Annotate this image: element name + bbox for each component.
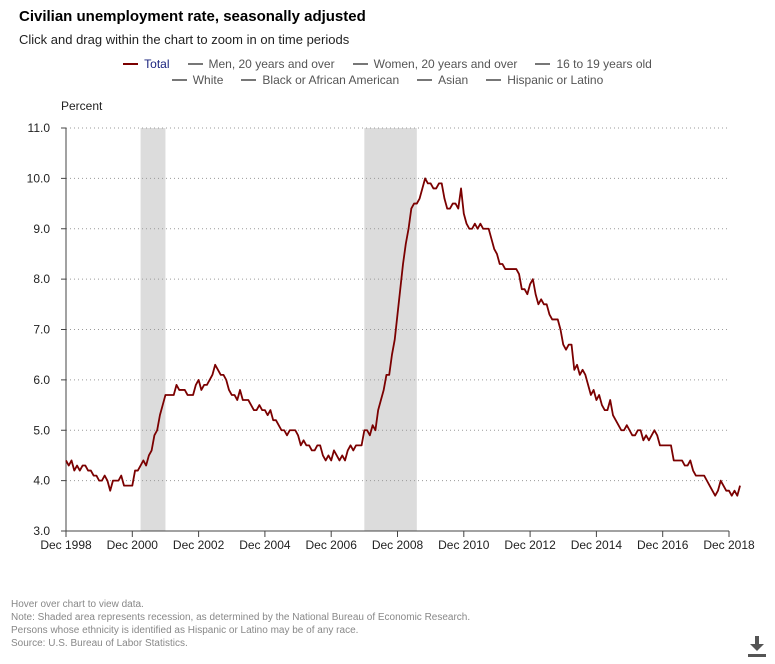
legend-row-2: White Black or African American Asian Hi… [0,72,775,88]
download-button[interactable] [746,634,768,658]
legend-swatch [187,63,203,65]
legend-label: White [192,73,224,87]
note-source: Source: U.S. Bureau of Labor Statistics. [11,638,188,649]
legend-swatch [241,79,257,81]
gridlines [61,127,729,532]
y-tick-label: 6.0 [33,373,50,387]
legend-swatch [123,63,139,65]
note-recession: Note: Shaded area represents recession, … [11,612,471,623]
series-line-total [65,177,741,497]
x-tick-label: Dec 2010 [438,538,490,552]
y-tick-label: 4.0 [33,474,50,488]
legend-item-total[interactable]: Total [123,56,170,72]
download-icon [748,636,766,657]
y-tick-label: 7.0 [33,323,50,337]
legend-item-women[interactable]: Women, 20 years and over [352,56,518,72]
note-hover: Hover over chart to view data. [11,599,144,610]
legend-label: Total [144,57,170,71]
y-tick-label: 9.0 [33,222,50,236]
series-lines [65,177,741,497]
y-tick-label: 5.0 [33,423,50,437]
recession-band [140,128,166,531]
y-tick-labels: 3.0 4.0 5.0 6.0 7.0 8.0 9.0 10.0 11.0 [27,121,51,538]
y-tick-label: 10.0 [27,171,51,185]
y-axis-label: Percent [61,99,103,113]
x-tick-label: Dec 2006 [306,538,358,552]
x-tick-labels: Dec 1998 Dec 2000 Dec 2002 Dec 2004 Dec 2006… [40,531,755,552]
legend-label: 16 to 19 years old [556,57,652,71]
legend: Total Men, 20 years and over Women, 20 y… [0,56,775,88]
legend-label: Hispanic or Latino [507,73,604,87]
y-tick-label: 3.0 [33,524,50,538]
page-title: Civilian unemployment rate, seasonally a… [19,8,366,25]
legend-item-teens[interactable]: 16 to 19 years old [535,56,652,72]
legend-item-white[interactable]: White [171,72,224,88]
x-tick-label: Dec 2014 [571,538,623,552]
legend-label: Black or African American [262,73,400,87]
x-tick-label: Dec 2016 [637,538,689,552]
legend-swatch [171,79,187,81]
chart-notes: Hover over chart to view data. Note: Sha… [11,598,470,650]
y-tick-label: 11.0 [28,121,51,135]
x-tick-label: Dec 1998 [40,538,92,552]
legend-row-1: Total Men, 20 years and over Women, 20 y… [0,56,775,72]
x-tick-label: Dec 2008 [372,538,424,552]
legend-label: Men, 20 years and over [208,57,335,71]
legend-item-men[interactable]: Men, 20 years and over [187,56,335,72]
legend-swatch [417,79,433,81]
x-tick-label: Dec 2012 [504,538,556,552]
legend-swatch [535,63,551,65]
legend-swatch [486,79,502,81]
x-tick-label: Dec 2004 [239,538,291,552]
line-chart[interactable]: Percent 3.0 4.0 5.0 6.0 7.0 8.0 9.0 10.0 11.0 De… [0,92,775,567]
legend-label: Asian [438,73,469,87]
y-tick-label: 8.0 [33,272,50,286]
legend-item-asian[interactable]: Asian [417,72,468,88]
legend-item-black[interactable]: Black or African American [241,72,399,88]
x-tick-label: Dec 2000 [107,538,159,552]
page-subtitle: Click and drag within the chart to zoom … [19,32,350,47]
legend-swatch [352,63,368,65]
note-ethnicity: Persons whose ethnicity is identified as… [11,625,359,636]
legend-label: Women, 20 years and over [373,57,518,71]
legend-item-hispanic[interactable]: Hispanic or Latino [486,72,603,88]
x-tick-label: Dec 2018 [703,538,755,552]
x-tick-label: Dec 2002 [173,538,225,552]
